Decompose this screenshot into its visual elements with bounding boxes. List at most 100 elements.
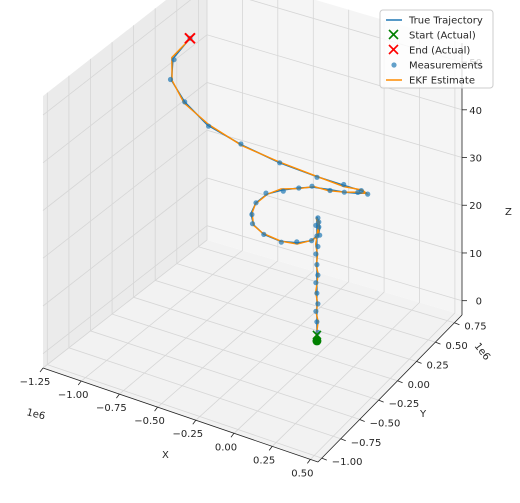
y-tick-label: 0.25: [427, 360, 449, 371]
y-tick-label: −0.50: [370, 418, 401, 429]
grid-line-x: [119, 0, 279, 395]
y-axis-offset-label: 1e6: [472, 341, 492, 363]
measurement-point: [171, 57, 177, 63]
x-axis-label: X: [162, 450, 169, 461]
x-tick-label: −0.25: [172, 429, 203, 440]
legend: True Trajectory Start (Actual) End (Actu…: [379, 9, 494, 89]
measurement-point: [316, 219, 322, 225]
axis-ticks: −1.25 −1.00 −0.75 −0.50 −0.25 0.00 0.25 0.50 −1.…: [20, 58, 487, 479]
start-x-marker: [312, 330, 322, 340]
x-tick-label: 0.50: [291, 468, 313, 479]
grid-line-z: [42, 82, 463, 211]
plot-series: [167, 32, 371, 346]
measurement-point: [278, 239, 284, 245]
grid-line-x: [271, 30, 420, 447]
grid-line-x: [195, 9, 350, 421]
y-tick-label: 0.50: [445, 341, 467, 352]
x-tick: [154, 406, 158, 412]
measurement-point: [167, 76, 174, 83]
x-tick-label: −1.00: [58, 390, 89, 401]
grid-line-z: [42, 225, 463, 355]
grid-line-y: [46, 92, 322, 459]
y-tick: [359, 419, 365, 422]
measurement-point: [327, 187, 333, 194]
measurement-point: [249, 221, 256, 227]
y-tick: [435, 341, 441, 345]
z-tick-label: 0: [476, 297, 482, 308]
measurement-point: [315, 272, 321, 278]
y-tick: [454, 322, 460, 326]
measurement-point: [280, 188, 286, 194]
y-tick: [416, 361, 422, 364]
measurement-point: [315, 243, 321, 250]
y-tick: [340, 438, 346, 442]
legend-label: EKF Estimate: [409, 76, 475, 87]
measurement-point: [309, 183, 315, 189]
legend-entry-end: End (Actual): [388, 44, 470, 57]
measurement-point: [314, 262, 320, 268]
measurement-point: [296, 185, 302, 191]
measurement-point: [314, 290, 320, 296]
legend-frame: [379, 9, 494, 89]
legend-entry-true-trajectory: True Trajectory: [386, 16, 483, 27]
grid-line-y: [111, 42, 379, 401]
legend-label: True Trajectory: [408, 16, 483, 27]
measurement-point: [341, 181, 347, 188]
grid-line-x: [157, 0, 314, 408]
grid-line-y: [176, 0, 436, 343]
measurement-point: [238, 141, 244, 147]
measurement-point: [313, 251, 319, 257]
z-tick-label: 10: [469, 249, 482, 260]
measurement-point: [261, 231, 267, 237]
grid-lines: [42, 0, 463, 460]
measurement-point: [263, 190, 269, 196]
legend-label: Measurements: [409, 61, 483, 72]
y-tick-label: −1.00: [332, 457, 363, 468]
legend-x-marker-icon: [388, 44, 399, 55]
x-tick-label: 0.25: [253, 455, 275, 466]
legend-entry-measurements: Measurements: [391, 61, 483, 72]
left-wall-pane: [43, 0, 207, 368]
grid-line-z: [42, 177, 463, 307]
y-axis-label: Y: [419, 409, 427, 420]
z-axis-label: Z: [505, 207, 512, 218]
y-axis-line: [317, 314, 463, 463]
x-tick: [230, 433, 235, 438]
grid-line-z: [42, 0, 463, 116]
measurement-point: [313, 280, 319, 286]
grid-line-y: [68, 75, 341, 440]
grid-line-x: [80, 0, 243, 382]
grid-line-y: [133, 25, 398, 382]
grid-line-z: [42, 34, 463, 164]
grid-line-y: [154, 8, 417, 362]
y-tick: [397, 380, 403, 384]
measurement-point: [249, 211, 255, 218]
z-tick-label: 20: [469, 201, 482, 212]
measurement-point: [365, 191, 371, 197]
measurement-point: [313, 308, 319, 314]
measurement-point: [358, 188, 364, 194]
x-tick: [116, 393, 120, 399]
measurement-point: [315, 215, 321, 221]
legend-x-marker-icon: [388, 29, 399, 40]
grid-line-y: [90, 58, 360, 420]
measurement-point: [253, 200, 259, 206]
measurement-point: [316, 224, 322, 230]
x-tick: [39, 367, 44, 373]
legend-label: End (Actual): [409, 46, 470, 57]
x-tick: [77, 380, 82, 386]
measurement-point: [317, 232, 323, 238]
measurement-point: [182, 99, 188, 105]
x-tick: [307, 459, 311, 464]
measurement-point: [341, 189, 347, 195]
grid-line-x: [233, 20, 385, 434]
measurement-point: [294, 239, 300, 245]
legend-point-icon: [391, 62, 397, 68]
legend-label: Start (Actual): [409, 31, 476, 42]
z-tick-label: 40: [469, 106, 482, 117]
x-tick-label: −0.50: [134, 416, 165, 427]
end-x-marker: [184, 32, 196, 45]
x-tick-label: 0.00: [215, 442, 237, 453]
start-point-marker: [312, 336, 322, 346]
